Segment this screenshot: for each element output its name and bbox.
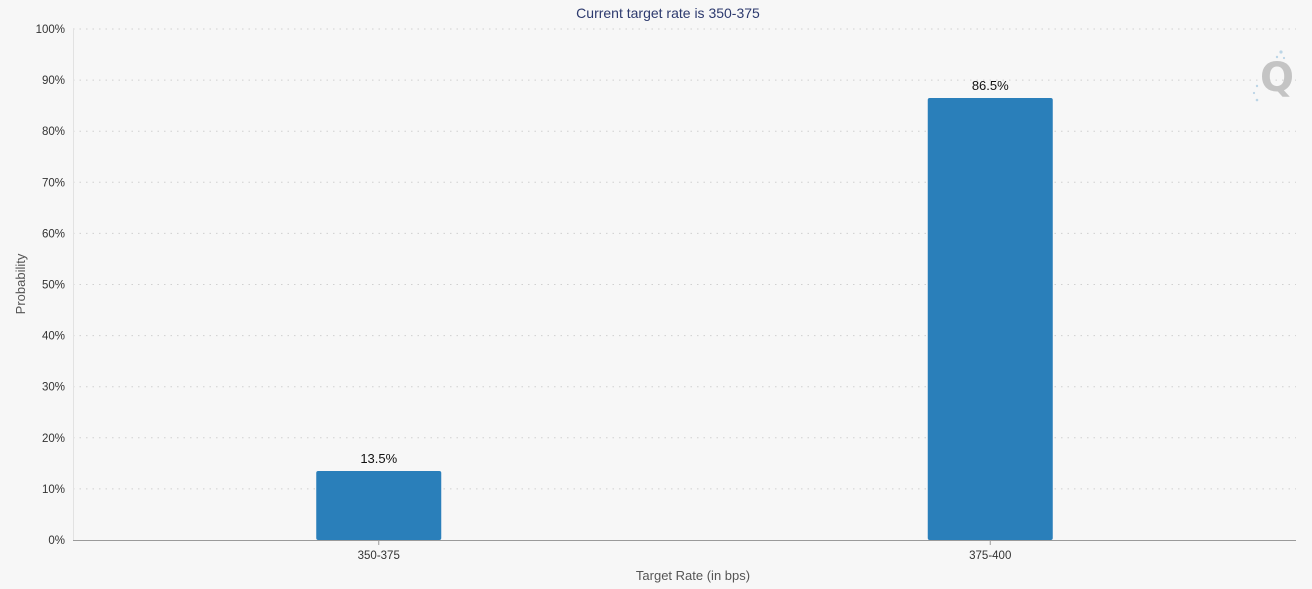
y-tick-label: 50% bbox=[42, 280, 65, 292]
y-tick-label: 10% bbox=[42, 484, 65, 496]
x-axis-ticks: 350-375 375-400 bbox=[358, 540, 1011, 562]
x-tick-label: 375-400 bbox=[969, 550, 1011, 562]
bar-350-375[interactable] bbox=[316, 471, 442, 540]
y-tick-label: 100% bbox=[36, 24, 65, 36]
y-tick-label: 60% bbox=[42, 228, 65, 240]
grid-lines bbox=[73, 28, 1296, 490]
y-axis-ticks: 0% 10% 20% 30% 40% 50% 60% 70% 80% 90% 100% bbox=[36, 24, 65, 547]
y-tick-label: 40% bbox=[42, 331, 65, 343]
x-axis-label: Target Rate (in bps) bbox=[636, 568, 750, 583]
y-tick-label: 20% bbox=[42, 433, 65, 445]
y-tick-label: 80% bbox=[42, 126, 65, 138]
y-tick-label: 70% bbox=[42, 177, 65, 189]
y-tick-label: 0% bbox=[48, 535, 65, 547]
q-logo-icon: Q bbox=[1248, 46, 1300, 106]
svg-text:Q: Q bbox=[1260, 55, 1294, 101]
bar-value-label: 13.5% bbox=[360, 451, 397, 466]
bars: 13.5% 86.5% bbox=[316, 78, 1053, 541]
bar-value-label: 86.5% bbox=[972, 78, 1009, 93]
y-axis-label: Probability bbox=[13, 253, 28, 314]
x-tick-label: 350-375 bbox=[358, 550, 400, 562]
y-tick-label: 30% bbox=[42, 382, 65, 394]
y-tick-label: 90% bbox=[42, 75, 65, 87]
chart-title: Current target rate is 350-375 bbox=[576, 5, 760, 21]
bar-375-400[interactable] bbox=[927, 97, 1053, 541]
